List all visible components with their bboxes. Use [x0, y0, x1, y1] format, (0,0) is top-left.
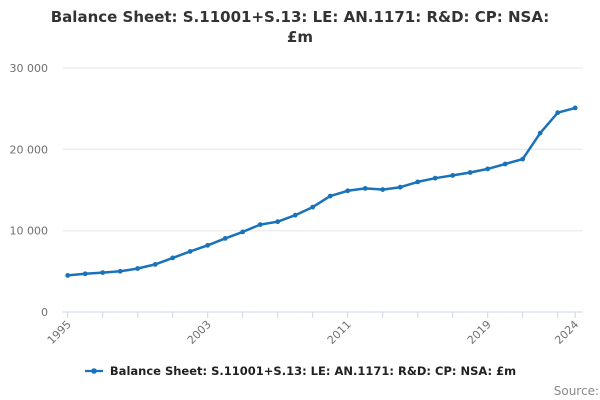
y-axis-tick-label: 0 — [41, 306, 48, 319]
y-axis-tick-label: 30 000 — [10, 62, 49, 75]
chart-title: Balance Sheet: S.11001+S.13: LE: AN.1171… — [0, 7, 600, 47]
data-point-marker[interactable] — [310, 204, 316, 210]
source-attribution: Source: — [554, 384, 599, 398]
data-point-marker[interactable] — [555, 110, 561, 116]
data-point-marker[interactable] — [152, 262, 158, 267]
data-point-marker[interactable] — [65, 273, 71, 278]
data-point-marker[interactable] — [205, 242, 211, 248]
data-point-marker[interactable] — [397, 184, 403, 190]
data-point-marker[interactable] — [502, 161, 508, 167]
data-point-marker[interactable] — [380, 187, 386, 193]
data-point-marker[interactable] — [537, 130, 543, 136]
chart-title-line1: Balance Sheet: S.11001+S.13: LE: AN.1171… — [50, 8, 550, 26]
data-point-marker[interactable] — [432, 175, 438, 181]
data-point-marker[interactable] — [362, 186, 368, 191]
y-axis-tick-label: 10 000 — [10, 225, 49, 238]
data-point-marker[interactable] — [135, 266, 141, 271]
line-chart-plot-area: 0 10 000 20 000 30 000 1995 2003 2011 2019 2024 — [10, 62, 583, 347]
data-point-marker[interactable] — [82, 271, 88, 277]
data-point-marker[interactable] — [450, 173, 456, 178]
data-point-marker[interactable] — [275, 219, 281, 225]
data-point-marker[interactable] — [240, 229, 246, 235]
data-point-marker[interactable] — [292, 212, 298, 218]
series-line — [66, 106, 577, 277]
data-point-marker[interactable] — [327, 193, 333, 199]
data-point-marker[interactable] — [345, 188, 351, 194]
data-point-marker[interactable] — [415, 179, 421, 185]
source-label: Source: — [553, 384, 599, 398]
x-axis-tick-label: 2019 — [465, 318, 494, 347]
x-axis-tick-label: 2003 — [185, 318, 214, 347]
legend-item[interactable]: Balance Sheet: S.11001+S.13: LE: AN.1171… — [0, 364, 600, 378]
x-axis-tick-label: 2011 — [325, 318, 354, 347]
data-point-marker[interactable] — [170, 255, 176, 261]
legend-series-label: Balance Sheet: S.11001+S.13: LE: AN.1171… — [109, 364, 517, 378]
y-axis-tick-label: 20 000 — [10, 143, 49, 156]
data-point-marker[interactable] — [572, 105, 578, 111]
data-point-marker[interactable] — [257, 222, 263, 228]
data-point-marker[interactable] — [100, 270, 106, 275]
legend-series-marker-icon — [84, 368, 103, 374]
data-point-marker[interactable] — [485, 166, 491, 172]
data-point-marker[interactable] — [117, 268, 123, 274]
data-point-marker[interactable] — [222, 236, 228, 241]
data-point-marker[interactable] — [520, 156, 526, 162]
x-axis-tick-label: 2024 — [552, 318, 581, 347]
data-point-marker[interactable] — [187, 249, 193, 254]
x-axis-tick-label: 1995 — [45, 318, 74, 347]
data-point-marker[interactable] — [467, 170, 473, 175]
chart-title-line2: £m — [286, 28, 314, 46]
